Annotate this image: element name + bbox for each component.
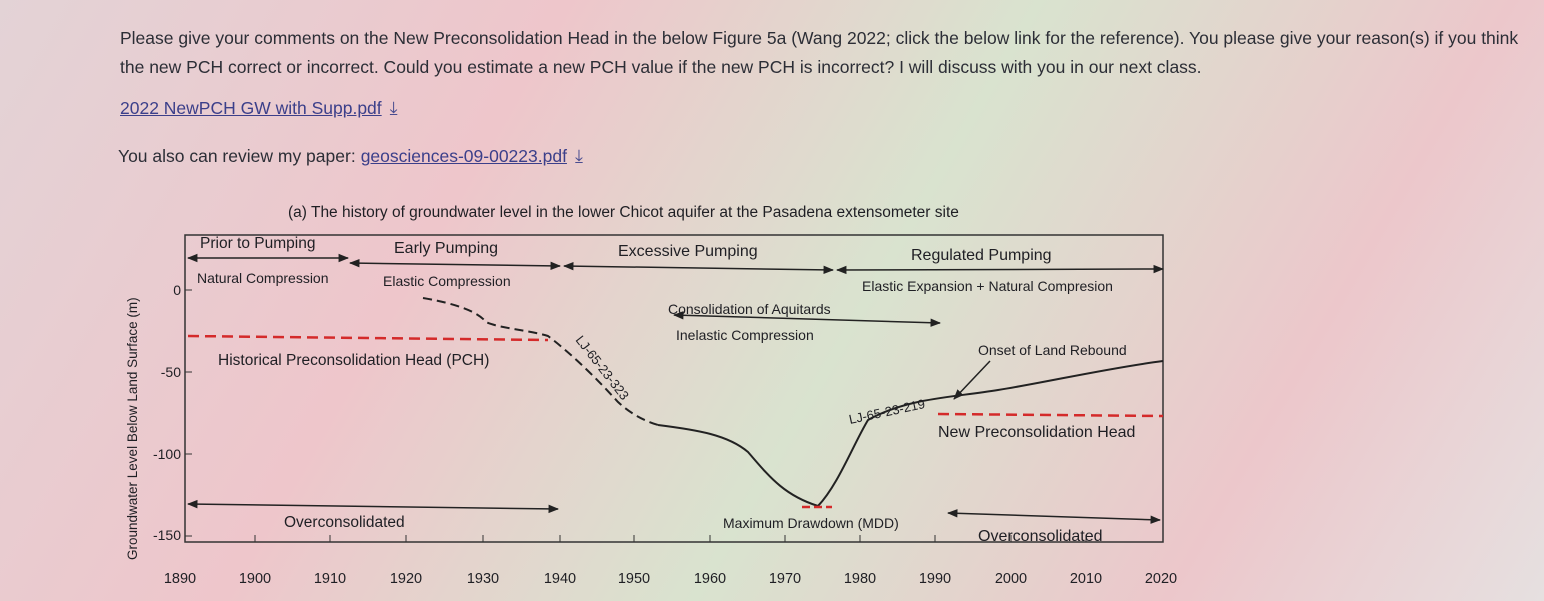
x-tick-label: 2020 bbox=[1145, 571, 1177, 587]
download-arrow-icon[interactable]: ⤓ bbox=[574, 146, 583, 166]
label-historical-pch: Historical Preconsolidation Head (PCH) bbox=[218, 352, 489, 369]
label-consolidation-of-aquitards: Consolidation of Aquitards bbox=[668, 301, 831, 317]
period-excessive-pumping: Excessive Pumping bbox=[618, 243, 758, 260]
x-tick-label: 1910 bbox=[314, 571, 346, 587]
historical-pch-line bbox=[187, 334, 549, 342]
instruction-paragraph: Please give your comments on the New Pre… bbox=[120, 28, 1519, 77]
x-tick-label: 1900 bbox=[239, 571, 271, 587]
label-elastic-compression: Elastic Compression bbox=[383, 273, 511, 289]
x-axis-ticks: 1890 1900 1910 1920 1930 1940 1950 1960 … bbox=[164, 535, 1177, 587]
figure-5a-svg: (a) The history of groundwater level in … bbox=[125, 204, 1177, 587]
period-prior-to-pumping: Prior to Pumping bbox=[200, 235, 315, 252]
label-well-lj-65-23-323: LJ-65-23-323 bbox=[573, 333, 632, 403]
y-tick-label: 0 bbox=[173, 282, 181, 298]
groundwater-curve-dashed bbox=[422, 297, 659, 426]
review-prefix: You also can review my paper: bbox=[118, 146, 356, 166]
plot-frame bbox=[184, 234, 1164, 543]
period-arrows bbox=[186, 253, 1165, 524]
x-tick-label: 1980 bbox=[844, 571, 876, 587]
y-tick-label: -50 bbox=[161, 364, 181, 380]
y-tick-label: -150 bbox=[153, 527, 181, 543]
x-tick-label: 1940 bbox=[544, 571, 576, 587]
x-tick-label: 1990 bbox=[919, 571, 951, 587]
label-maximum-drawdown: Maximum Drawdown (MDD) bbox=[723, 515, 899, 531]
label-overconsolidated-left: Overconsolidated bbox=[284, 514, 405, 531]
label-new-pch: New Preconsolidation Head bbox=[938, 424, 1135, 441]
attachment-row-1: 2022 NewPCH GW with Supp.pdf ⤓ bbox=[120, 98, 398, 119]
x-tick-label: 1950 bbox=[618, 571, 650, 587]
label-onset-of-land-rebound: Onset of Land Rebound bbox=[978, 342, 1127, 358]
y-axis-label: Groundwater Level Below Land Surface (m) bbox=[125, 297, 140, 560]
new-pch-line bbox=[937, 412, 1164, 418]
label-well-lj-65-23-219: LJ-65-23-219 bbox=[848, 396, 927, 427]
x-tick-label: 1920 bbox=[390, 571, 422, 587]
x-tick-label: 1890 bbox=[164, 571, 196, 587]
x-tick-label: 2010 bbox=[1070, 571, 1102, 587]
label-natural-compression: Natural Compression bbox=[197, 270, 329, 286]
label-elastic-expansion: Elastic Expansion + Natural Compresion bbox=[862, 278, 1113, 294]
x-tick-label: 2000 bbox=[995, 571, 1027, 587]
download-arrow-icon[interactable]: ⤓ bbox=[389, 98, 398, 118]
y-axis-ticks: 0 -50 -100 -150 bbox=[153, 282, 192, 543]
groundwater-curve bbox=[657, 360, 1164, 508]
period-early-pumping: Early Pumping bbox=[394, 240, 498, 257]
y-tick-label: -100 bbox=[153, 446, 181, 462]
pdf-link-newpch[interactable]: 2022 NewPCH GW with Supp.pdf bbox=[120, 98, 382, 118]
x-tick-label: 1970 bbox=[769, 571, 801, 587]
x-tick-label: 1930 bbox=[467, 571, 499, 587]
figure-5a: (a) The history of groundwater level in … bbox=[118, 190, 1198, 600]
pdf-link-geosciences[interactable]: geosciences-09-00223.pdf bbox=[360, 146, 567, 166]
label-inelastic-compression: Inelastic Compression bbox=[676, 327, 814, 343]
label-overconsolidated-right: Overconsolidated bbox=[978, 528, 1103, 545]
attachment-row-2: You also can review my paper: geoscience… bbox=[118, 146, 583, 167]
figure-title: (a) The history of groundwater level in … bbox=[288, 204, 959, 221]
x-tick-label: 1960 bbox=[694, 571, 726, 587]
period-regulated-pumping: Regulated Pumping bbox=[911, 247, 1052, 264]
